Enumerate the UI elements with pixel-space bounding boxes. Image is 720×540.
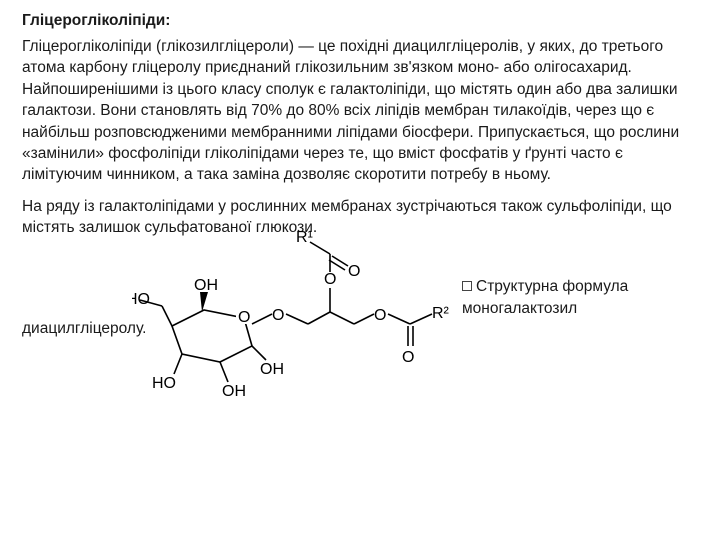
oh-label-1: OH [222,383,246,400]
ester-o-1: O [324,271,336,288]
ring-oxygen-label: O [238,309,250,326]
oh-axial-label: OH [194,277,218,294]
caption-line-2: моногалактозил [462,300,577,317]
r2-label: R² [432,305,450,322]
ho-label-2: HO [152,375,176,392]
paragraph-1: Гліцерогліколіпіди (глікозилгліцероли) —… [22,36,698,186]
ester-o-2: O [374,307,386,324]
oh-label-2: OH [260,361,284,378]
placeholder-glyph-icon [462,281,472,291]
glyco-o-label: O [272,307,284,324]
r1-label: R¹ [296,229,313,246]
figure-block: O HO OH HO OH OH O [22,242,698,412]
figure-caption-right: Структурна формула моногалактозил [462,276,628,319]
carbonyl-o-1: O [348,263,360,280]
caption-line-1: Структурна формула [476,278,628,295]
ho-label-1: HO [132,291,150,308]
section-heading: Гліцерогліколіпіди: [22,12,698,30]
chemical-structure: O HO OH HO OH OH O [132,228,462,413]
carbonyl-o-2: O [402,349,414,366]
figure-caption-left: диацилгліцеролу. [22,318,146,339]
